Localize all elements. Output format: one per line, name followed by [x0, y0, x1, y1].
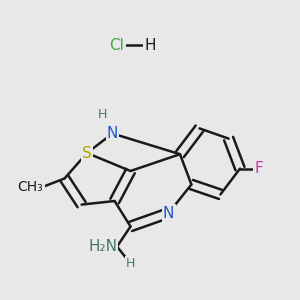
Text: H: H — [144, 38, 156, 52]
Text: S: S — [82, 146, 92, 160]
Text: F: F — [254, 161, 263, 176]
Text: H: H — [126, 257, 135, 270]
Text: H: H — [98, 108, 107, 121]
Text: H₂N: H₂N — [88, 239, 117, 254]
Text: CH₃: CH₃ — [18, 180, 44, 194]
Text: Cl: Cl — [110, 38, 124, 52]
Text: N: N — [107, 126, 118, 141]
Text: N: N — [163, 206, 174, 220]
